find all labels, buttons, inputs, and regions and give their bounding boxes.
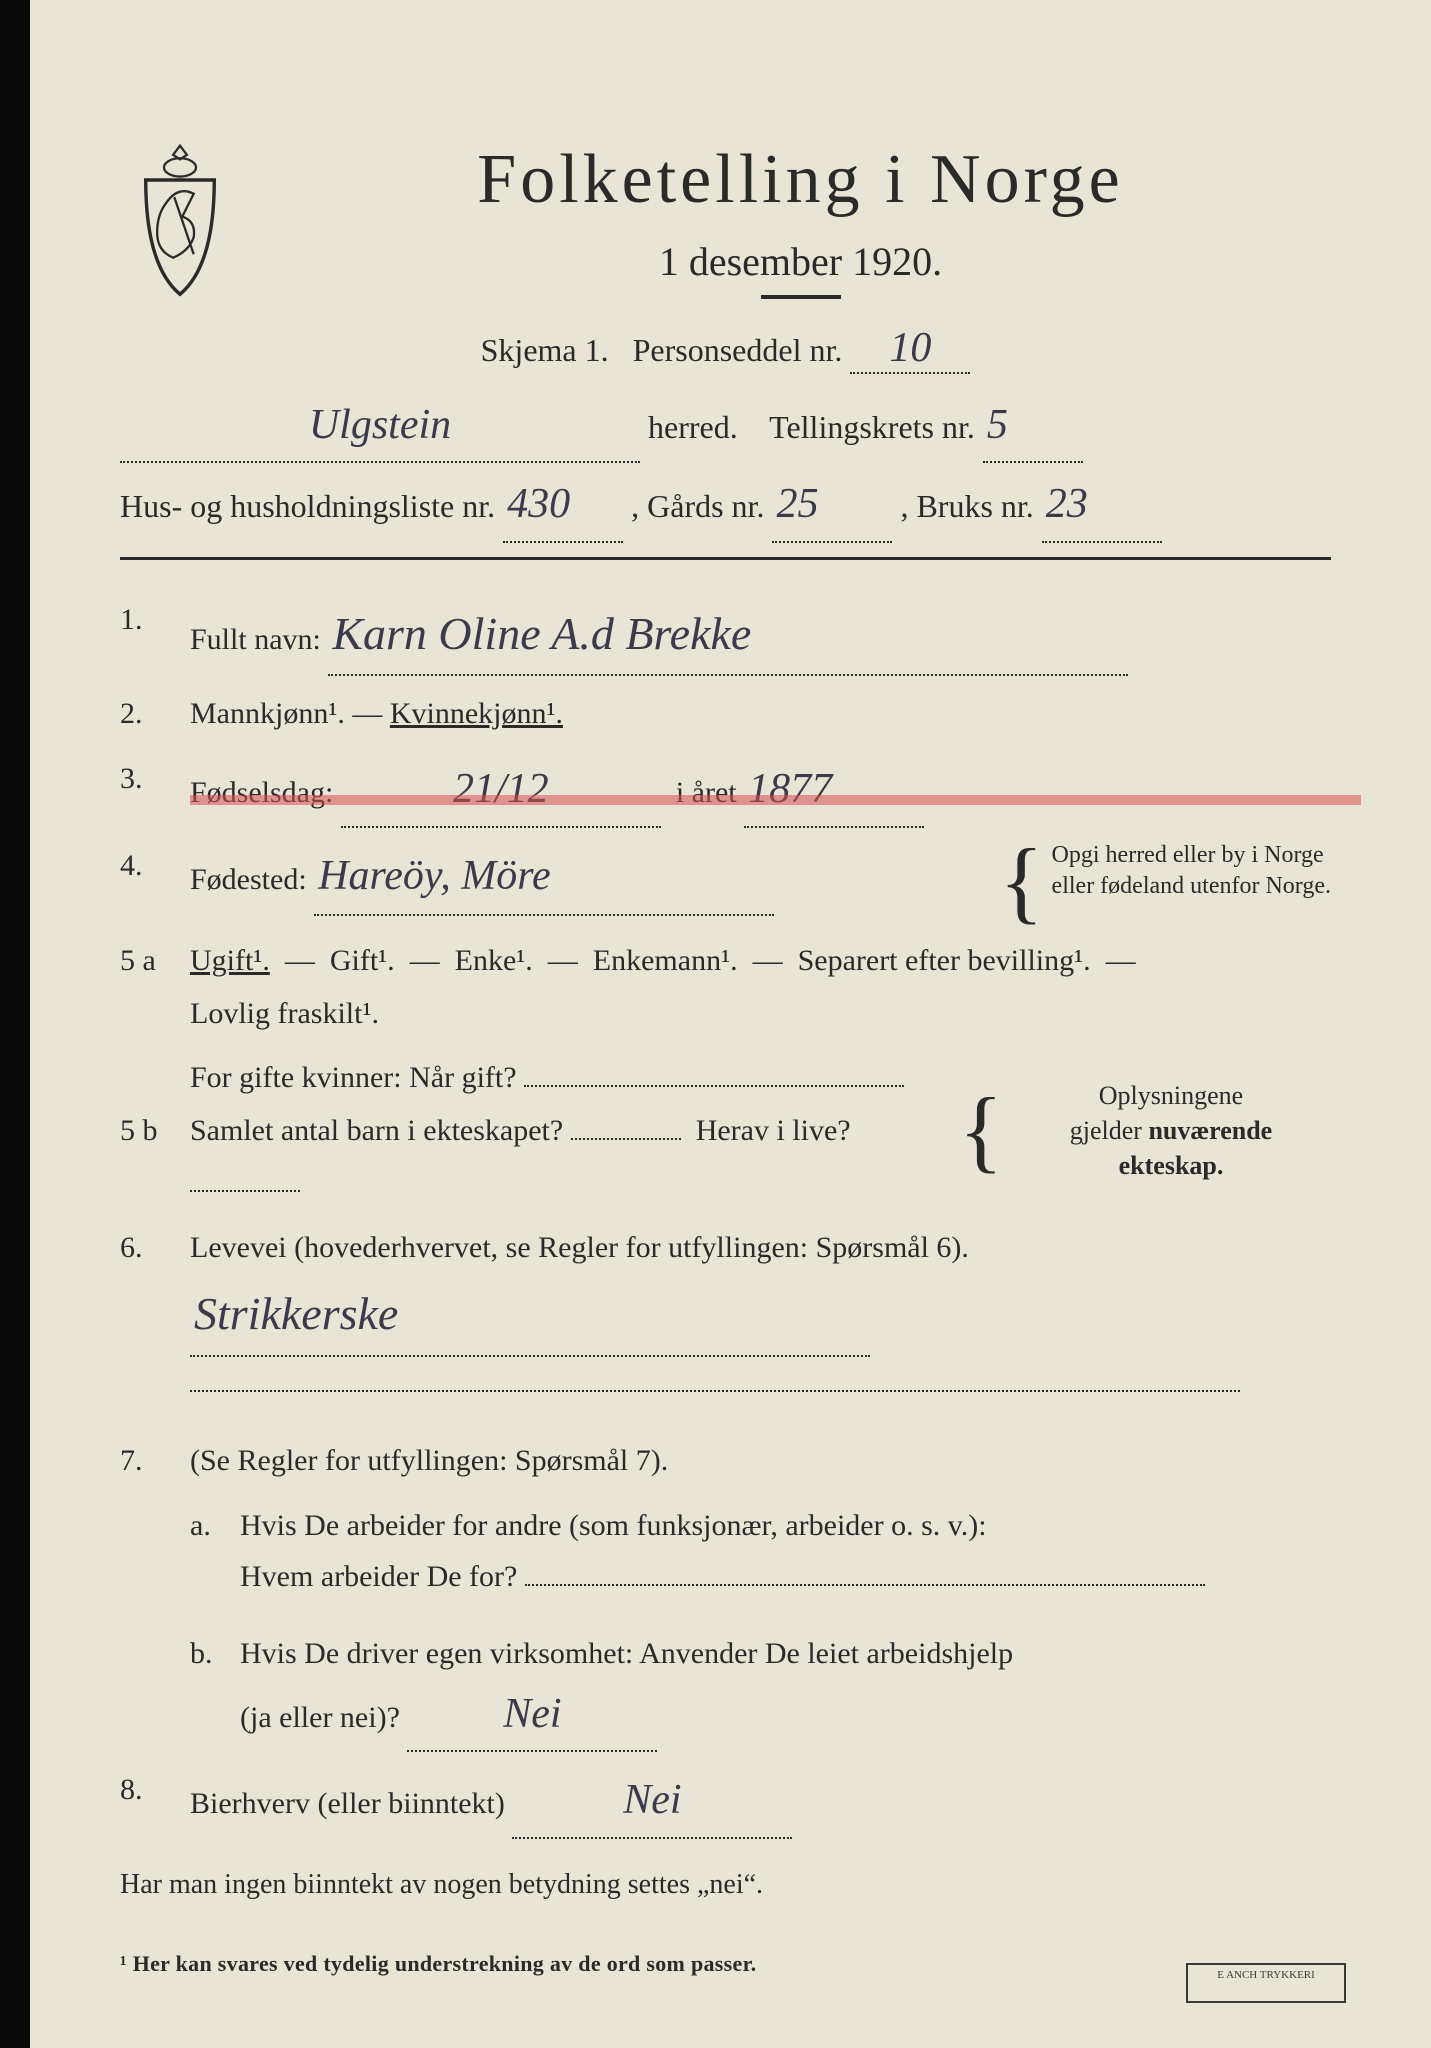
personseddel-label: Personseddel nr.	[633, 332, 843, 368]
q1-value: Karn Oline A.d Brekke	[328, 594, 1128, 677]
q7b-value: Nei	[407, 1679, 657, 1752]
q1: 1. Fullt navn: Karn Oline A.d Brekke	[120, 594, 1331, 677]
q3-day: 21/12	[341, 753, 661, 829]
q8-label: Bierhverv (eller biinntekt)	[190, 1787, 505, 1820]
q4-num: 4.	[120, 840, 190, 923]
q3-num: 3.	[120, 753, 190, 829]
q3-year: 1877	[744, 753, 924, 829]
q5b-note: Oplysningene gjelder nuværende ekteskap.	[1011, 1078, 1331, 1183]
header-row-2: Hus- og husholdningsliste nr. 430 , Gård…	[120, 469, 1331, 542]
q4-note-1: Opgi herred eller by i Norge	[1052, 840, 1331, 871]
gards-label: , Gårds nr.	[631, 488, 764, 524]
q6: 6. Levevei (hovederhvervet, se Regler fo…	[120, 1222, 1331, 1410]
q6-blank	[190, 1390, 1240, 1392]
q6-value: Strikkerske	[190, 1274, 870, 1357]
herred-value: Ulgstein	[120, 390, 640, 463]
q5b-label1: For gifte kvinner: Når gift?	[190, 1061, 517, 1094]
q7: 7. (Se Regler for utfyllingen: Spørsmål …	[120, 1435, 1331, 1488]
q7a-num: a.	[190, 1500, 240, 1602]
q7a-line2: Hvem arbeider De for?	[240, 1560, 517, 1593]
q5a-line2: Lovlig fraskilt¹.	[190, 988, 1331, 1041]
printer-stamp: E ANCH TRYKKERI	[1186, 1963, 1346, 2003]
skjema-line: Skjema 1. Personseddel nr. 10	[120, 324, 1331, 374]
title-rule	[761, 295, 841, 299]
bruks-label: , Bruks nr.	[900, 488, 1033, 524]
q2: 2. Mannkjønn¹. — Kvinnekjønn¹.	[120, 688, 1331, 741]
q8: 8. Bierhverv (eller biinntekt) Nei	[120, 1764, 1331, 1840]
q4-note: Opgi herred eller by i Norge eller fødel…	[1052, 840, 1331, 902]
q5a-num: 5 a	[120, 935, 190, 1040]
q5b-num: 5 b	[120, 1105, 190, 1158]
q5a-selected: Ugift¹.	[190, 944, 270, 977]
tellingskrets-nr: 5	[983, 390, 1083, 463]
q1-label: Fullt navn:	[190, 623, 321, 656]
q4-note-2: eller fødeland utenfor Norge.	[1052, 871, 1331, 902]
q2-female: Kvinnekjønn¹.	[390, 697, 563, 730]
census-form-page: Folketelling i Norge 1 desember 1920. Sk…	[0, 0, 1431, 2048]
q5b-label3: Herav i live?	[696, 1114, 851, 1147]
q2-dash: —	[352, 697, 390, 730]
q3: 3. Fødselsdag: 21/12 i året 1877	[120, 753, 1331, 829]
main-title: Folketelling i Norge	[270, 140, 1331, 220]
bruks-nr: 23	[1042, 469, 1162, 542]
q7b-line2-label: (ja eller nei)?	[240, 1701, 400, 1734]
q5b-blank2	[571, 1138, 681, 1140]
q7a-line1: Hvis De arbeider for andre (som funksjon…	[240, 1509, 987, 1542]
q4-value: Hareöy, Möre	[314, 840, 774, 916]
header: Folketelling i Norge 1 desember 1920.	[120, 140, 1331, 300]
brace-icon-2: {	[951, 1089, 1011, 1172]
q7b: b. Hvis De driver egen virksomhet: Anven…	[190, 1628, 1331, 1752]
brace-icon: {	[991, 840, 1051, 923]
footer-text: Har man ingen biinntekt av nogen betydni…	[120, 1869, 1331, 1901]
tellingskrets-label: Tellingskrets nr.	[769, 409, 975, 445]
q4: 4. Fødested: Hareöy, Möre { Opgi herred …	[120, 840, 1331, 923]
title-block: Folketelling i Norge 1 desember 1920.	[270, 140, 1331, 299]
hushold-nr: 430	[503, 469, 623, 542]
divider	[120, 557, 1331, 560]
q5b-label2: Samlet antal barn i ekteskapet?	[190, 1114, 563, 1147]
q7a: a. Hvis De arbeider for andre (som funks…	[190, 1500, 1331, 1602]
skjema-label: Skjema 1.	[481, 332, 609, 368]
q7a-blank	[525, 1584, 1205, 1586]
q8-num: 8.	[120, 1764, 190, 1840]
q5b-note-1: Oplysningene	[1011, 1078, 1331, 1113]
q4-label: Fødested:	[190, 863, 307, 896]
q8-value: Nei	[512, 1764, 792, 1840]
header-row-1: Ulgstein herred. Tellingskrets nr. 5	[120, 390, 1331, 463]
q6-num: 6.	[120, 1222, 190, 1410]
q5b: 5 b For gifte kvinner: Når gift? Samlet …	[120, 1052, 1331, 1210]
footnote: ¹ Her kan svares ved tydelig understrekn…	[120, 1951, 1331, 1977]
q1-num: 1.	[120, 594, 190, 677]
q6-label: Levevei (hovederhvervet, se Regler for u…	[190, 1231, 969, 1264]
gards-nr: 25	[772, 469, 892, 542]
q7-label: (Se Regler for utfyllingen: Spørsmål 7).	[190, 1444, 668, 1477]
hushold-label: Hus- og husholdningsliste nr.	[120, 488, 495, 524]
subtitle: 1 desember 1920.	[270, 238, 1331, 285]
scan-edge	[0, 0, 30, 2048]
q2-num: 2.	[120, 688, 190, 741]
q3-label: Fødselsdag:	[190, 776, 333, 809]
q5a: 5 a Ugift¹. — Gift¹. — Enke¹. — Enkemann…	[120, 935, 1331, 1040]
q5b-blank3	[190, 1190, 300, 1192]
q5b-note-2: gjelder nuværende	[1011, 1113, 1331, 1148]
q7b-line1: Hvis De driver egen virksomhet: Anvender…	[240, 1637, 1013, 1670]
q7b-num: b.	[190, 1628, 240, 1752]
q7-num: 7.	[120, 1435, 190, 1488]
q5b-note-3: ekteskap.	[1011, 1148, 1331, 1183]
herred-label: herred.	[648, 409, 738, 445]
q5b-blank1	[524, 1085, 904, 1087]
q2-male: Mannkjønn¹.	[190, 697, 345, 730]
personseddel-nr: 10	[850, 324, 970, 374]
q3-year-label: i året	[676, 776, 737, 809]
coat-of-arms-icon	[120, 140, 240, 300]
